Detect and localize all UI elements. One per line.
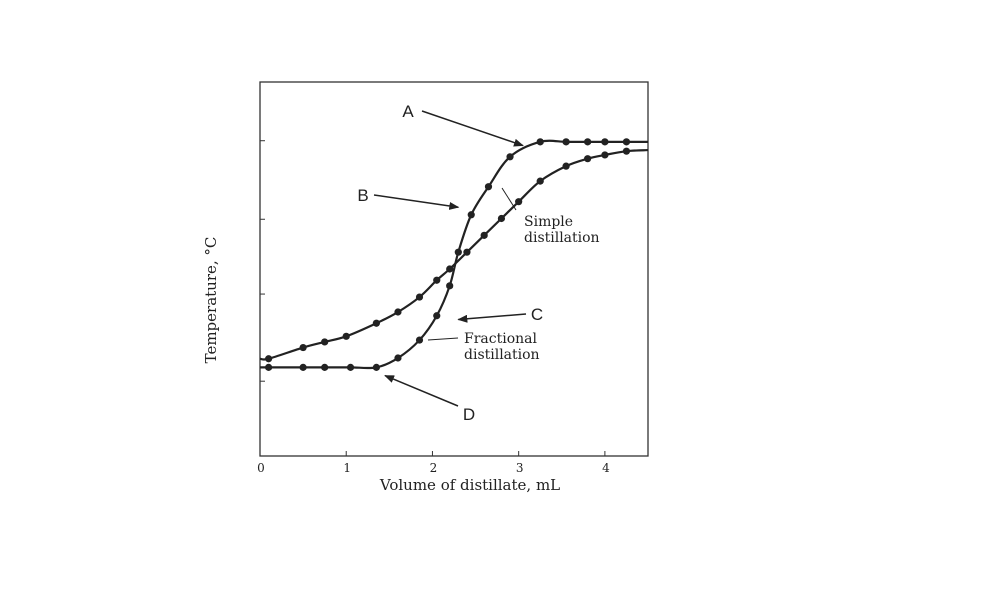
x-axis-ticks: 0 1 2 3 4 [257,451,610,475]
y-axis-label: Temperature, °C [202,237,220,364]
x-tick-label-4: 4 [602,461,610,475]
annotation-A-label: A [402,102,414,121]
series-0-point-5 [394,308,402,316]
annotation-D-arrow [384,374,459,407]
series-label-1-line-0: Fractional [464,331,537,347]
series-1-point-11 [484,183,493,191]
plot-frame [259,81,649,457]
series-1-point-17 [622,138,631,146]
series-1-point-16 [601,138,609,146]
annotation-D-label: D [463,405,475,424]
series-0-point-9 [463,248,471,256]
x-tick-label-0: 0 [257,461,265,475]
series-1-point-0 [265,363,273,371]
y-axis-ticks [260,140,265,382]
series-1-point-12 [506,153,514,161]
points-layer [265,138,631,371]
series-label-0-line-0: Simple [524,214,573,230]
series-label-0-leader [501,187,517,211]
series-0-point-10 [480,231,488,239]
x-tick-label-3: 3 [516,461,524,475]
series-1-point-7 [433,312,441,320]
annotation-B-label: B [357,186,368,205]
series-label-1-line-1: distillation [464,347,540,363]
series-0-point-6 [415,293,424,301]
annotation-C-arrow [457,313,527,323]
series-0-point-2 [321,338,329,346]
series-label-1-leader [427,337,459,341]
annotation-B-arrow [373,194,460,210]
curves-layer [259,139,649,370]
series-0-point-14 [562,162,570,170]
series-1-line [260,139,648,370]
series-0-point-7 [433,276,441,284]
x-tick-label-2: 2 [430,461,438,475]
series-1-point-2 [321,363,329,371]
series-1-point-14 [562,138,570,146]
series-0-point-3 [342,332,350,340]
series-0-point-0 [265,355,273,363]
series-1-point-13 [536,138,544,146]
series-0-point-4 [372,319,380,327]
series-0-point-11 [497,214,506,223]
annotation-A-arrow [421,110,524,147]
series-1-point-1 [299,363,307,371]
series-0-point-12 [515,198,523,206]
series-0-line [259,148,649,361]
series-1-point-3 [346,363,355,371]
annotations-layer: A B C D [357,102,543,424]
series-1-point-5 [394,354,402,362]
series-0-point-8 [446,265,454,273]
series-0-point-17 [622,147,631,155]
series-0-point-1 [299,343,307,352]
series-1-point-8 [446,282,454,290]
series-1-point-9 [454,248,462,256]
x-axis-label: Volume of distillate, mL [379,476,560,494]
series-0-point-15 [584,155,592,163]
series-1-point-10 [467,211,475,219]
x-tick-label-1: 1 [343,461,351,475]
series-1-point-6 [415,336,424,344]
series-0-point-13 [536,177,544,185]
annotation-C-label: C [531,305,543,324]
series-1-point-15 [584,138,592,146]
series-1-point-4 [372,363,380,371]
series-0-point-16 [601,151,609,159]
series-label-0-line-1: distillation [524,230,600,246]
